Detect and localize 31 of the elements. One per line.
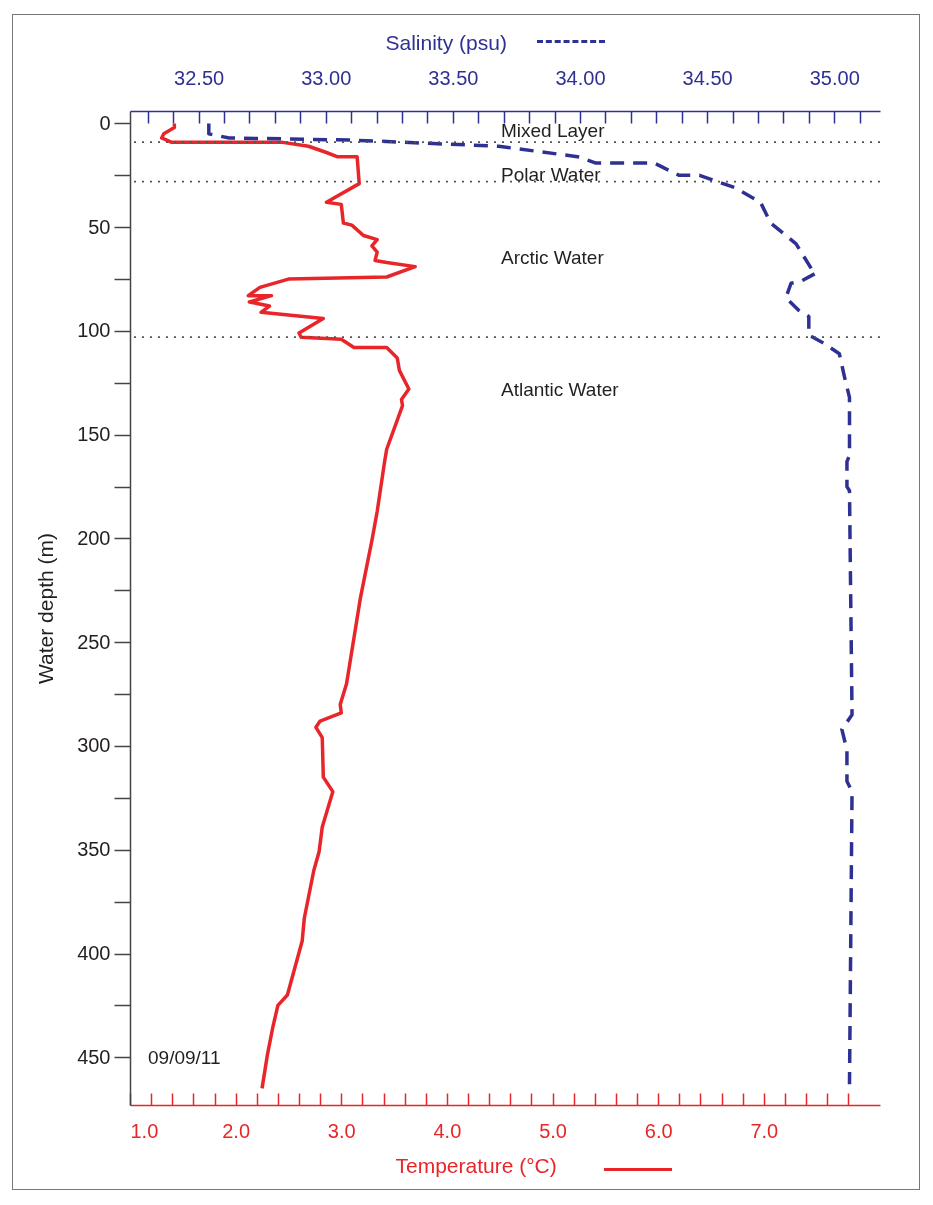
annotation: Arctic Water: [501, 247, 605, 268]
x-tick-label: 1.0: [130, 1119, 159, 1142]
x-tick-label: 5.0: [539, 1119, 567, 1142]
x-tick-label: 7.0: [750, 1119, 779, 1142]
y-tick-label: 50: [88, 215, 111, 238]
y-tick-label: 400: [77, 942, 111, 965]
annotation: 09/09/11: [148, 1047, 221, 1068]
x-tick-label: 2.0: [222, 1119, 251, 1142]
x2-tick-label: 34.00: [555, 66, 606, 89]
y-tick-label: 300: [77, 734, 111, 757]
x2-axis-title: Salinity (psu): [385, 30, 507, 54]
x-tick-label: 4.0: [433, 1119, 462, 1142]
y-tick-label: 100: [77, 319, 111, 342]
x2-tick-label: 35.00: [809, 66, 860, 89]
x2-tick-label: 33.00: [301, 66, 352, 89]
y-tick-label: 450: [77, 1045, 111, 1068]
x-tick-label: 3.0: [327, 1119, 356, 1142]
annotation: Mixed Layer: [501, 120, 606, 141]
annotation: Atlantic Water: [501, 379, 620, 400]
x2-tick-label: 32.50: [174, 66, 225, 89]
y-tick-label: 200: [77, 526, 111, 549]
y-tick-label: 350: [77, 838, 111, 861]
y-tick-label: 250: [77, 630, 111, 653]
x2-tick-label: 34.50: [682, 66, 733, 89]
annotation: Polar Water: [501, 164, 602, 185]
x2-tick-label: 33.50: [428, 66, 479, 89]
x-tick-label: 6.0: [644, 1119, 673, 1142]
y-tick-label: 150: [77, 423, 111, 446]
y-tick-label: 0: [99, 111, 111, 134]
y-axis-title: Water depth (m): [34, 533, 58, 684]
x-axis-title: Temperature (°C): [395, 1153, 557, 1177]
